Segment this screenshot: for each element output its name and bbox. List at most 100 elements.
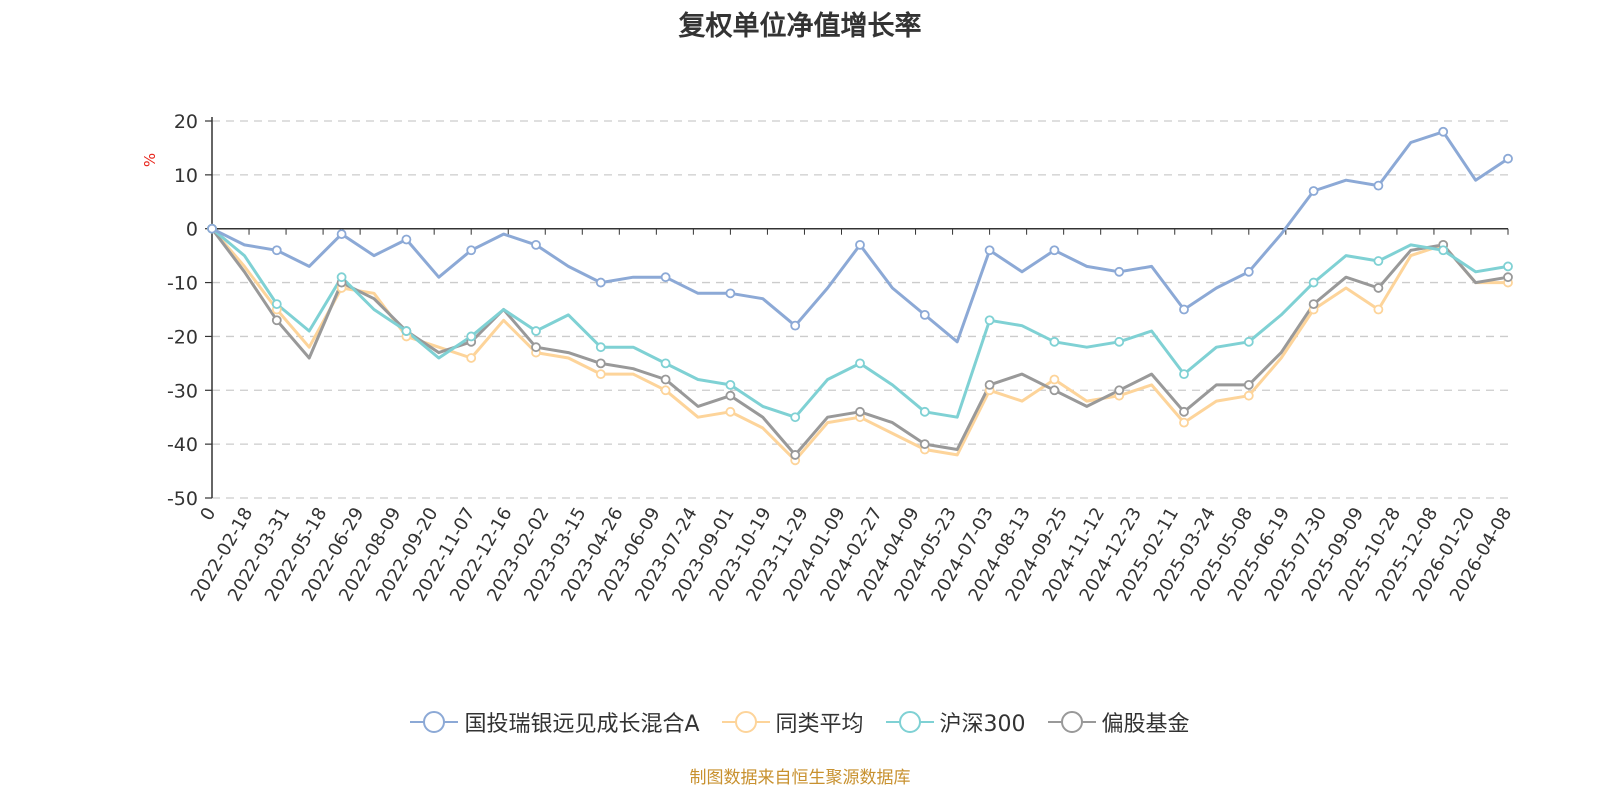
data-point-marker — [790, 412, 801, 423]
data-point-marker — [1114, 385, 1125, 396]
data-point-marker — [1308, 186, 1319, 196]
data-point-marker — [1373, 304, 1384, 315]
data-point-marker — [1179, 417, 1189, 428]
legend-swatch — [410, 708, 459, 736]
data-point-marker — [531, 342, 541, 353]
data-point-marker — [336, 229, 347, 240]
data-point-marker — [1438, 245, 1449, 256]
y-tick-label: -10 — [167, 273, 198, 295]
data-point-marker — [1243, 379, 1254, 390]
data-point-marker — [271, 299, 282, 310]
data-point-marker — [919, 406, 930, 417]
data-point-marker — [725, 288, 736, 299]
data-point-marker — [984, 315, 995, 326]
data-point-marker — [1049, 245, 1060, 256]
data-point-marker — [1049, 385, 1060, 396]
legend-marker — [423, 711, 446, 733]
data-point-marker — [984, 379, 995, 390]
data-point-marker — [1179, 406, 1189, 417]
y-tick-label: -50 — [167, 488, 198, 510]
data-point-marker — [1049, 336, 1060, 347]
source-note: 制图数据来自恒生聚源数据库 — [689, 768, 911, 788]
data-point-marker — [919, 439, 930, 450]
data-point-marker — [1049, 374, 1060, 385]
legend-item-2[interactable]: 沪深300 — [885, 706, 1026, 738]
data-point-marker — [984, 245, 995, 256]
data-point-marker — [336, 272, 347, 283]
grid-lines — [205, 120, 1508, 499]
data-point-marker — [401, 234, 412, 245]
data-point-marker — [1308, 277, 1319, 288]
data-point-marker — [725, 390, 736, 401]
data-point-marker — [595, 369, 606, 380]
legend-marker — [898, 711, 921, 733]
data-point-marker — [855, 239, 865, 250]
data-point-marker — [855, 358, 865, 369]
legend-label: 国投瑞银远见成长混合A — [464, 712, 700, 737]
data-point-marker — [1438, 126, 1449, 137]
legend-item-3[interactable]: 偏股基金 — [1047, 706, 1190, 738]
series-line-1 — [210, 227, 1508, 462]
legend-marker — [734, 711, 757, 733]
data-point-marker — [1503, 272, 1513, 283]
data-point-marker — [1179, 304, 1189, 315]
data-point-marker — [725, 379, 736, 390]
legend-swatch — [721, 708, 770, 736]
y-tick-label: -40 — [167, 434, 198, 456]
legend-item-0[interactable]: 国投瑞银远见成长混合A — [410, 706, 700, 738]
data-point-marker — [466, 353, 477, 363]
y-axis-unit-label: % — [141, 153, 159, 167]
data-point-marker — [1373, 283, 1384, 293]
data-point-marker — [1243, 390, 1254, 401]
y-tick-label: -30 — [167, 380, 198, 402]
data-point-marker — [1373, 180, 1384, 191]
data-point-marker — [660, 272, 671, 283]
legend-label: 偏股基金 — [1101, 712, 1190, 737]
data-point-marker — [595, 277, 606, 288]
data-point-marker — [919, 309, 930, 320]
legend-swatch — [885, 708, 934, 736]
data-point-marker — [595, 358, 606, 369]
data-point-marker — [271, 315, 282, 326]
data-point-marker — [790, 450, 801, 460]
y-tick-label: 10 — [174, 165, 198, 187]
data-point-marker — [466, 331, 477, 342]
legend-marker — [1060, 711, 1083, 733]
data-point-marker — [207, 223, 217, 234]
y-tick-label: 20 — [174, 111, 198, 133]
legend-item-1[interactable]: 同类平均 — [721, 706, 864, 738]
y-tick-label: 0 — [186, 219, 198, 241]
data-point-marker — [1179, 369, 1189, 380]
data-point-marker — [595, 342, 606, 353]
data-point-marker — [531, 326, 541, 336]
chart-title: 复权单位净值增长率 — [678, 11, 922, 42]
y-tick-label: -20 — [167, 326, 198, 348]
legend-label: 同类平均 — [775, 712, 864, 737]
series-line-2 — [211, 227, 1509, 419]
data-point-marker — [466, 245, 477, 256]
data-point-marker — [855, 406, 865, 417]
data-point-marker — [1308, 299, 1319, 310]
data-point-marker — [660, 374, 671, 385]
data-point-marker — [1503, 153, 1513, 164]
legend-label: 沪深300 — [939, 712, 1026, 737]
series-markers — [207, 126, 1513, 466]
axes — [211, 117, 1508, 498]
data-point-marker — [1373, 256, 1384, 266]
data-point-marker — [1243, 266, 1254, 277]
data-point-marker — [1503, 261, 1513, 272]
data-point-marker — [401, 326, 412, 336]
data-point-marker — [725, 406, 736, 417]
data-point-marker — [1243, 336, 1254, 347]
y-tick-labels: 20 10 0 -10 -20 -30 -40 -50 — [167, 111, 198, 510]
data-point-marker — [1114, 266, 1125, 277]
legend: 国投瑞银远见成长混合A 同类平均 沪深300 偏股基金 — [0, 706, 1600, 738]
x-tick-label: 0 — [196, 504, 220, 524]
data-point-marker — [790, 320, 801, 331]
data-point-marker — [271, 245, 282, 256]
data-point-marker — [1114, 336, 1125, 347]
data-point-marker — [531, 239, 541, 250]
data-point-marker — [660, 385, 671, 396]
data-point-marker — [660, 358, 671, 369]
